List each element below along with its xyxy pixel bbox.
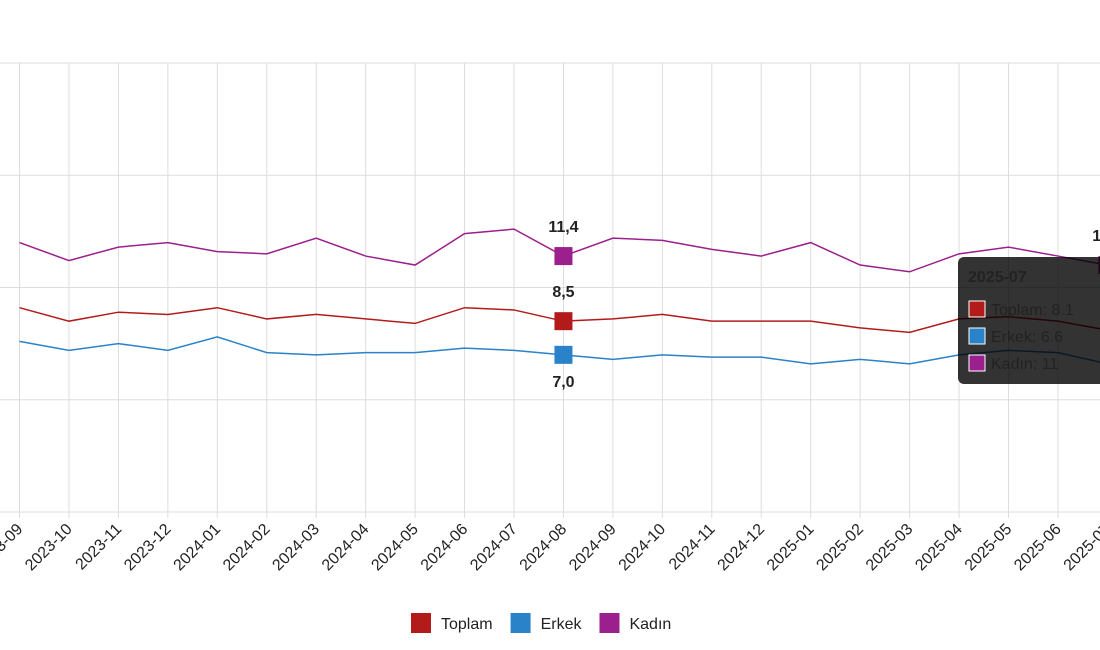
tooltip-swatch	[968, 327, 986, 345]
x-tick-label: 2025-01	[764, 521, 818, 575]
tooltip-line: Kadın: 11	[991, 356, 1058, 373]
x-tick-label: 2025-06	[1011, 521, 1065, 575]
x-tick-label: 2025-05	[962, 521, 1016, 575]
tooltip-line: Toplam: 8.1	[991, 302, 1074, 319]
x-tick-label: 2024-11	[666, 521, 719, 574]
legend-swatch	[411, 613, 431, 633]
x-tick-label: 2023-11	[73, 521, 126, 574]
tooltip-title: 2025-07	[968, 269, 1027, 286]
x-tick-label: 2024-03	[269, 521, 323, 575]
x-tick-label: 2023-12	[121, 521, 175, 575]
highlight-point	[554, 247, 573, 266]
highlight-point	[554, 312, 573, 331]
x-tick-label: 2024-02	[220, 521, 274, 575]
x-tick-label: 2023-09	[0, 521, 26, 575]
tooltip-swatch	[968, 300, 986, 318]
tooltip-box	[958, 257, 1100, 384]
legend-swatch	[510, 613, 531, 633]
legend-label: Toplam	[441, 616, 493, 633]
legend: Toplam Erkek Kadın	[411, 613, 671, 633]
highlight-point	[554, 345, 573, 364]
x-tick-label: 2024-10	[616, 521, 670, 575]
x-tick-label: 2024-05	[368, 521, 422, 575]
tooltip-line: Erkek: 6.6	[991, 329, 1063, 346]
x-tick-label: 2024-01	[171, 521, 225, 575]
legend-label: Erkek	[541, 616, 583, 633]
x-tick-label: 2025-02	[813, 521, 867, 575]
data-label: 7,0	[552, 374, 574, 391]
x-tick-label: 2024-06	[418, 521, 472, 575]
x-tick-label: 2024-09	[566, 521, 620, 575]
tooltip-swatch	[968, 354, 986, 372]
tooltip: 2025-07 Toplam: 8.1 Erkek: 6.6 Kadın: 11	[958, 257, 1100, 384]
x-tick-label: 2025-07	[1061, 521, 1100, 575]
x-tick-label: 2024-12	[715, 521, 769, 575]
x-tick-label: 2025-04	[912, 521, 966, 575]
x-tick-label: 2024-04	[319, 521, 373, 575]
data-label: 11,4	[548, 219, 578, 236]
legend-label: Kadın	[629, 616, 671, 633]
data-label: 8,5	[552, 284, 574, 301]
x-tick-label: 2025-03	[863, 521, 917, 575]
x-tick-label: 2023-10	[22, 521, 76, 575]
legend-swatch	[599, 613, 620, 633]
data-label: 11,0	[1092, 228, 1100, 245]
x-tick-label: 2024-07	[467, 521, 521, 575]
x-tick-label: 2024-08	[517, 521, 571, 575]
